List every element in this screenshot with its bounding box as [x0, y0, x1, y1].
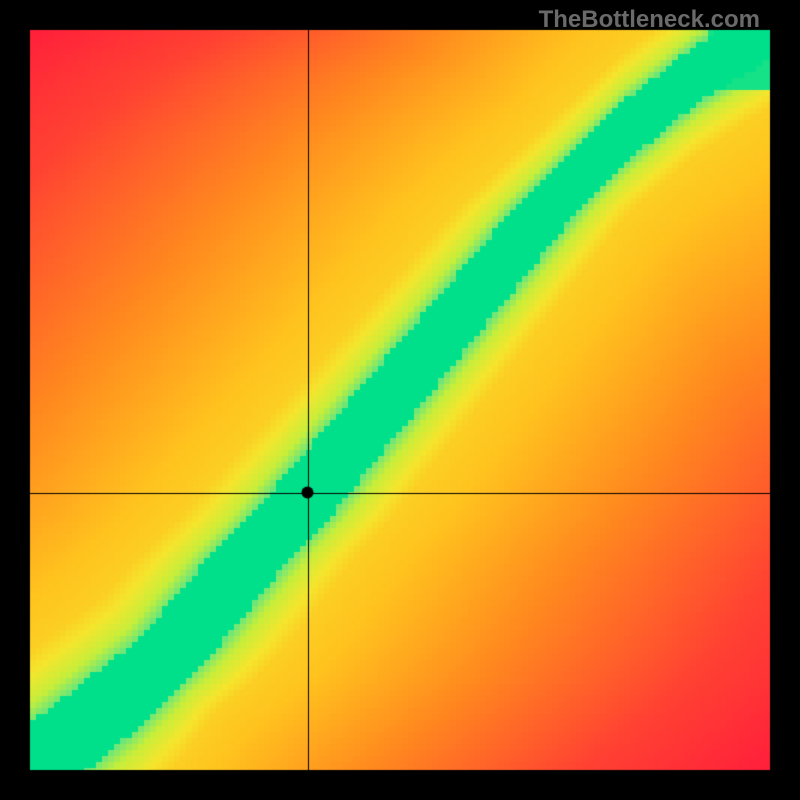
- bottleneck-heatmap: [0, 0, 800, 800]
- chart-container: TheBottleneck.com: [0, 0, 800, 800]
- watermark-text: TheBottleneck.com: [539, 6, 760, 34]
